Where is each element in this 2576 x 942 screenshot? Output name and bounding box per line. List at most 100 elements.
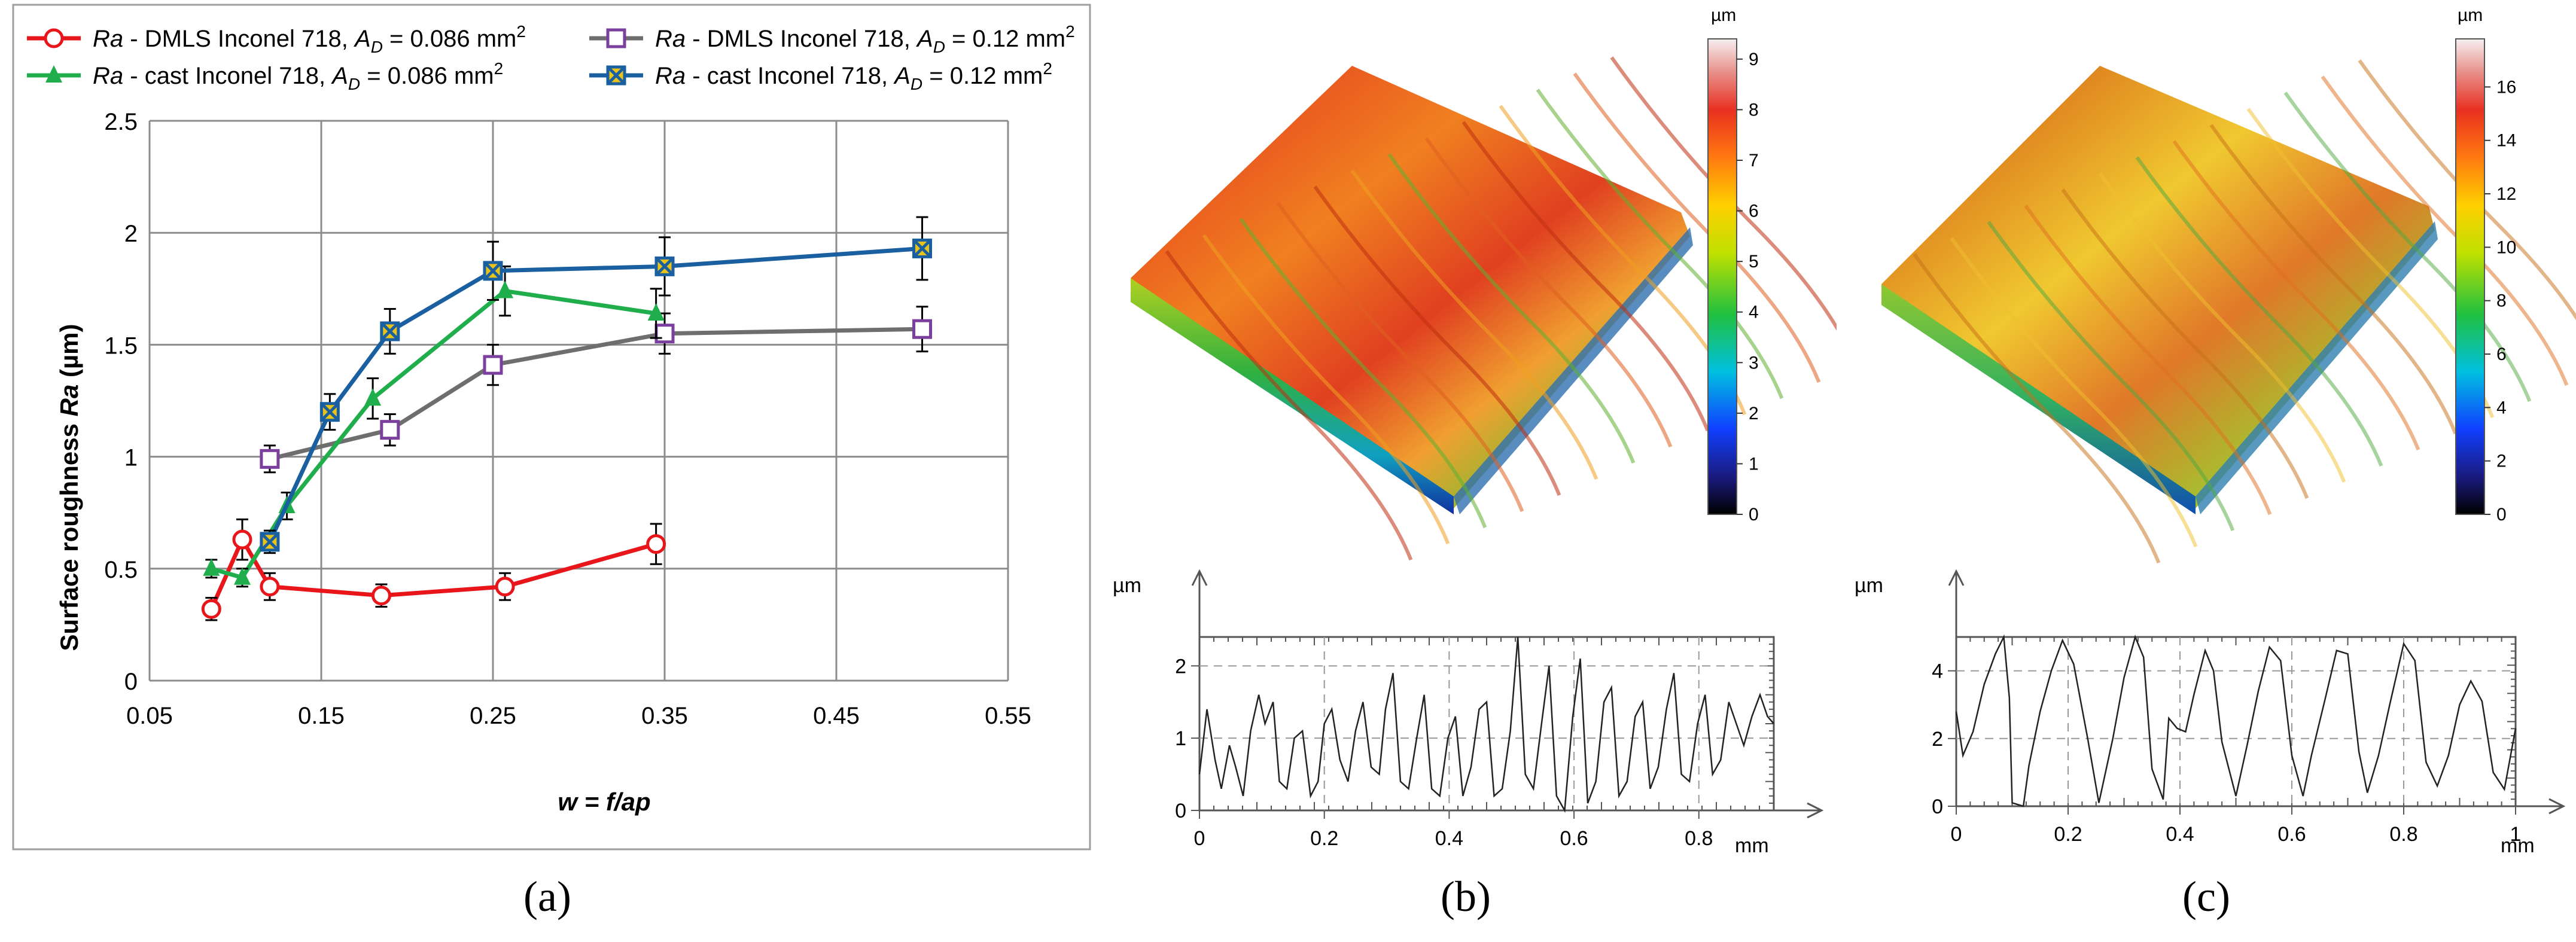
panel-a: Ra - DMLS Inconel 718, AD = 0.086 mm2 Ra … <box>0 0 1095 942</box>
legend-label: Ra - cast Inconel 718, AD = 0.12 mm2 <box>655 59 1052 93</box>
x-tick-label: 0.25 <box>470 703 516 729</box>
x-tick-label: 0.2 <box>1310 827 1338 850</box>
colorbar-tick-label: 4 <box>1749 303 1759 322</box>
surface-ridge <box>2024 205 2272 516</box>
profile-b: 0 1 2 0 0.2 0.4 0.6 0.8 µm mm <box>1113 569 1824 857</box>
surface-ridge <box>1987 221 2235 532</box>
legend-entry: Ra - DMLS Inconel 718, AD = 0.086 mm2 <box>27 22 526 56</box>
y-tick-label: 1.5 <box>104 333 138 359</box>
x-tick-label: 0 <box>1194 827 1205 850</box>
profile-c: 0 2 4 0 0.2 0.4 0.6 0.8 1 µm mm <box>1855 569 2566 857</box>
y-tick-label: 2 <box>1932 728 1943 751</box>
caption-b: (b) <box>1441 873 1491 920</box>
caption-a: (a) <box>523 873 571 920</box>
series-3 <box>260 216 932 554</box>
legend: Ra - DMLS Inconel 718, AD = 0.086 mm2 Ra … <box>27 22 1075 93</box>
data-point <box>44 28 64 48</box>
colorbar-tick-label: 9 <box>1749 50 1759 69</box>
colorbar-tick-label: 7 <box>1749 151 1759 170</box>
x-tick-label: 0.4 <box>1435 827 1463 850</box>
x-tick-label: 0.6 <box>2277 823 2306 846</box>
surface-ridge <box>1350 169 1598 480</box>
x-tick-label: 0.8 <box>1685 827 1713 850</box>
surface-ridge <box>2283 92 2532 403</box>
x-tick-label: 0.4 <box>2166 823 2194 846</box>
legend-entry: Ra - DMLS Inconel 718, AD = 0.12 mm2 <box>589 22 1075 56</box>
colorbar-tick-label: 16 <box>2496 77 2516 97</box>
surface-panel-b: µm 0 1 2 3 4 5 6 7 8 9 0 1 2 0 0.2 0.4 0.6 0.8 µm mm <box>1113 5 1837 857</box>
x-tick-label: 0.55 <box>985 703 1031 729</box>
surface-ridge <box>1461 121 1710 432</box>
surface-ridge <box>1536 89 1784 400</box>
x-tick-label: 0.15 <box>298 703 345 729</box>
series-2 <box>203 265 665 588</box>
colorbar-tick-label: 6 <box>2496 345 2507 364</box>
surface-3d-c <box>1881 59 2576 564</box>
surface-ridge <box>1913 253 2161 564</box>
data-point <box>371 586 391 606</box>
series-line <box>267 246 922 543</box>
data-point <box>233 567 251 585</box>
data-point <box>606 28 626 48</box>
y-axis-label: Surface roughness Ra (µm) <box>55 324 83 651</box>
x-tick-label: 1 <box>2510 823 2522 846</box>
x-tick-label: 0.2 <box>2054 823 2082 846</box>
colorbar-tick-label: 8 <box>1749 100 1759 120</box>
surface-ridge <box>1276 202 1524 513</box>
data-point <box>646 534 666 554</box>
profile-x-unit: mm <box>2501 834 2535 857</box>
legend-entry: Ra - cast Inconel 718, AD = 0.12 mm2 <box>589 59 1052 93</box>
colorbar-tick-label: 1 <box>1749 454 1759 474</box>
colorbar-tick-label: 2 <box>2496 452 2507 471</box>
series-0 <box>201 518 666 621</box>
x-tick-label: 0.35 <box>641 703 688 729</box>
data-point <box>654 324 675 344</box>
surface-ridge <box>1610 56 1837 331</box>
profile-x-unit: mm <box>1735 834 1769 857</box>
surface-ridge <box>2209 124 2458 435</box>
colorbar-tick-label: 2 <box>1749 404 1759 423</box>
surface-3d-b <box>1131 56 1837 561</box>
surface-ridge <box>1202 234 1450 545</box>
series-1 <box>260 306 932 474</box>
legend-label: Ra - DMLS Inconel 718, AD = 0.086 mm2 <box>93 22 526 56</box>
data-point <box>912 319 932 339</box>
surface-ridge <box>2135 156 2383 467</box>
profile-trace <box>1955 634 2517 807</box>
colorbar-tick-label: 5 <box>1749 252 1759 272</box>
data-point <box>380 420 400 440</box>
colorbar-unit: µm <box>1711 5 1736 25</box>
data-point <box>260 449 280 469</box>
y-tick-label: 2.5 <box>104 109 138 135</box>
chart-frame <box>12 4 1091 850</box>
data-point <box>203 558 220 576</box>
panel-b: µm 0 1 2 3 4 5 6 7 8 9 0 1 2 0 0.2 0.4 0.6 0.8 µm mm (b) <box>1095 0 1837 942</box>
colorbar-tick-label: 6 <box>1749 202 1759 221</box>
data-point <box>364 388 382 406</box>
y-tick-label: 4 <box>1932 660 1943 683</box>
series-line <box>211 288 657 580</box>
data-point <box>201 599 221 619</box>
colorbar-unit: µm <box>2458 5 2483 25</box>
data-point <box>260 577 280 597</box>
legend-entry: Ra - cast Inconel 718, AD = 0.086 mm2 <box>27 59 503 93</box>
profile-y-unit: µm <box>1855 574 1883 597</box>
colorbar-tick-label: 4 <box>2496 398 2507 417</box>
x-tick-label: 0 <box>1951 823 1962 846</box>
legend-label: Ra - cast Inconel 718, AD = 0.086 mm2 <box>93 59 503 93</box>
colorbar-tick-label: 10 <box>2496 237 2516 257</box>
x-axis-label: w = f/ap <box>558 788 650 816</box>
axis-ticks: 0 0.5 1 1.5 2 2.5 0.05 0.15 0.25 0.35 0.45 0.55 <box>104 109 1031 729</box>
surface-ridge <box>2358 59 2576 321</box>
panel-c: µm 0 2 4 6 8 10 12 14 16 0 2 4 0 0.2 0.4 0.6 0.8 1 µm mm… <box>1837 0 2576 942</box>
x-tick-label: 0.6 <box>1560 827 1588 850</box>
colorbar-tick-label: 12 <box>2496 184 2516 204</box>
colorbar-tick-label: 0 <box>1749 505 1759 525</box>
data-point <box>45 65 62 83</box>
data-point <box>497 281 514 298</box>
roughness-chart: Ra - DMLS Inconel 718, AD = 0.086 mm2 Ra … <box>12 4 1091 850</box>
surface-ridge <box>1239 218 1487 529</box>
surface-ridge <box>1165 250 1413 561</box>
colorbar-tick-label: 3 <box>1749 353 1759 373</box>
caption-c: (c) <box>2182 873 2230 920</box>
